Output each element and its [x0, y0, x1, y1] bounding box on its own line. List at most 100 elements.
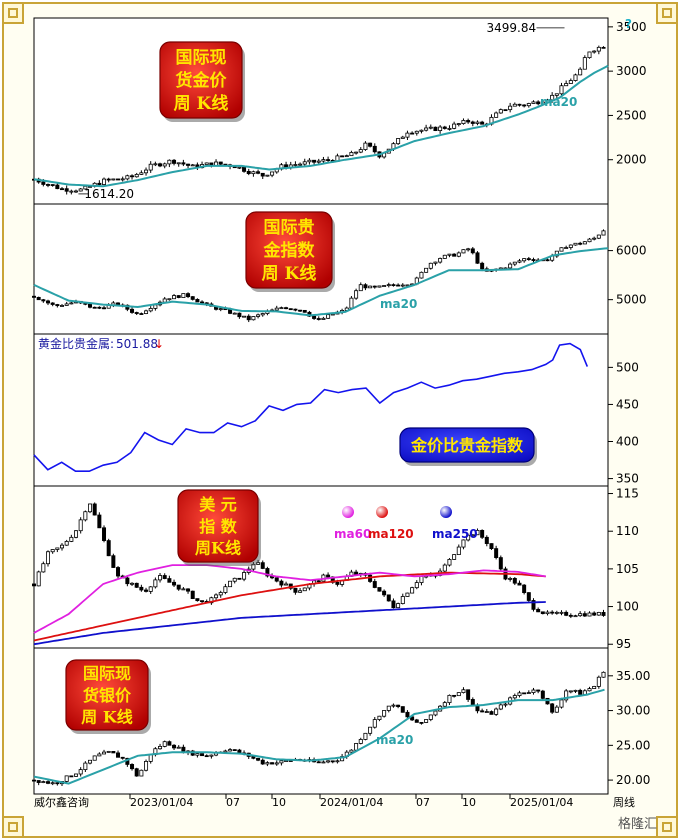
candle-body: [172, 581, 177, 586]
candle-body: [592, 686, 597, 689]
candle-body: [69, 190, 74, 193]
candle-body: [564, 690, 569, 701]
footer-period: 周线: [613, 795, 635, 809]
candle-body: [144, 761, 149, 771]
y-tick-label: 100: [616, 600, 639, 614]
candle-body: [102, 527, 107, 541]
candle-body: [242, 315, 247, 318]
candle-body: [428, 714, 433, 720]
candle-body: [97, 306, 102, 309]
ma250-legend-label: ma250: [432, 527, 478, 541]
badge-line: 货金价: [176, 70, 228, 91]
badge-line: 美 元: [199, 495, 237, 514]
y-tick-label: 350: [616, 472, 639, 486]
badge-line: 货银价: [83, 686, 132, 705]
candle-body: [144, 310, 149, 314]
candle-body: [587, 238, 592, 243]
candle-body: [559, 699, 564, 708]
candle-body: [195, 598, 200, 602]
badge-line: 周 K线: [174, 93, 229, 114]
candle-body: [564, 247, 569, 249]
candle-body: [176, 295, 181, 298]
candle-body: [36, 780, 41, 783]
candle-body: [172, 744, 177, 749]
ratio-current-value: 501.88: [116, 337, 158, 351]
candle-body: [270, 171, 275, 176]
ratio-series-line: [33, 342, 589, 473]
candle-body: [88, 503, 93, 513]
candle-body: [186, 588, 191, 592]
badge-line: 国际现: [83, 664, 131, 683]
candle-body: [573, 74, 578, 81]
candle-body: [195, 753, 200, 756]
candle-body: [274, 762, 279, 765]
candle-body: [130, 582, 135, 585]
y-tick-label: 105: [616, 562, 639, 576]
candle-body: [489, 711, 494, 715]
candle-body: [120, 756, 125, 759]
candle-body: [368, 726, 373, 734]
candle-body: [260, 313, 265, 316]
panel-gold: 3500 3000 2500 2000 ma20 3499.84 1614.20 国际现货金价…: [32, 17, 647, 205]
panel-usd-background: [33, 485, 609, 649]
candle-body: [545, 611, 550, 615]
candle-body: [64, 541, 69, 546]
ma120-legend-label: ma120: [368, 527, 414, 541]
candle-body: [372, 285, 377, 288]
candle-body: [382, 285, 387, 287]
candle-body: [344, 155, 349, 158]
candle-body: [167, 578, 172, 583]
badge-box: [177, 489, 259, 563]
ratio-legend-label: 黄金比贵金属:: [38, 336, 114, 351]
candle-body: [433, 261, 438, 264]
candle-body: [78, 769, 83, 775]
candle-body: [452, 694, 457, 697]
candle-body: [302, 161, 307, 165]
candle-body: [564, 83, 569, 87]
candle-body: [242, 166, 247, 172]
candle-body: [60, 188, 65, 191]
candle-body: [424, 127, 429, 131]
candle-body: [368, 142, 373, 147]
precious-candles: [32, 229, 606, 323]
candle-body: [321, 761, 326, 764]
candle-body: [498, 109, 503, 114]
candle-body: [419, 129, 424, 132]
candle-body: [144, 169, 149, 174]
candle-body: [172, 159, 177, 164]
candle-body: [64, 188, 69, 192]
candle-body: [438, 258, 443, 263]
candle-body: [274, 577, 279, 582]
candle-body: [102, 178, 107, 185]
badge-box: [65, 659, 149, 731]
candle-body: [592, 237, 597, 240]
badge-line: 指 数: [199, 517, 238, 536]
candle-body: [246, 315, 251, 321]
candle-body: [41, 181, 46, 185]
candle-body: [517, 260, 522, 263]
gold-ma20-line: [33, 64, 609, 188]
candle-body: [46, 551, 51, 565]
candle-body: [340, 155, 345, 158]
candle-body: [209, 754, 214, 757]
candle-body: [526, 592, 531, 601]
candle-body: [246, 170, 251, 175]
help-icon[interactable]: ?: [625, 17, 632, 31]
candle-body: [116, 752, 121, 758]
candle-body: [480, 262, 485, 270]
candle-body: [41, 299, 46, 302]
candle-body: [218, 161, 223, 165]
candle-body: [172, 295, 177, 300]
candle-body: [316, 580, 321, 583]
panel-gold-background: [33, 17, 609, 205]
candle-body: [461, 689, 466, 694]
candle-body: [592, 50, 597, 53]
candle-body: [522, 584, 527, 594]
candle-body: [55, 782, 60, 785]
candle-body: [531, 600, 536, 610]
candle-body: [531, 259, 536, 261]
candle-body: [498, 557, 503, 570]
candle-body: [204, 162, 209, 165]
candle-body: [564, 611, 569, 616]
badge-line: 周K线: [195, 538, 241, 557]
